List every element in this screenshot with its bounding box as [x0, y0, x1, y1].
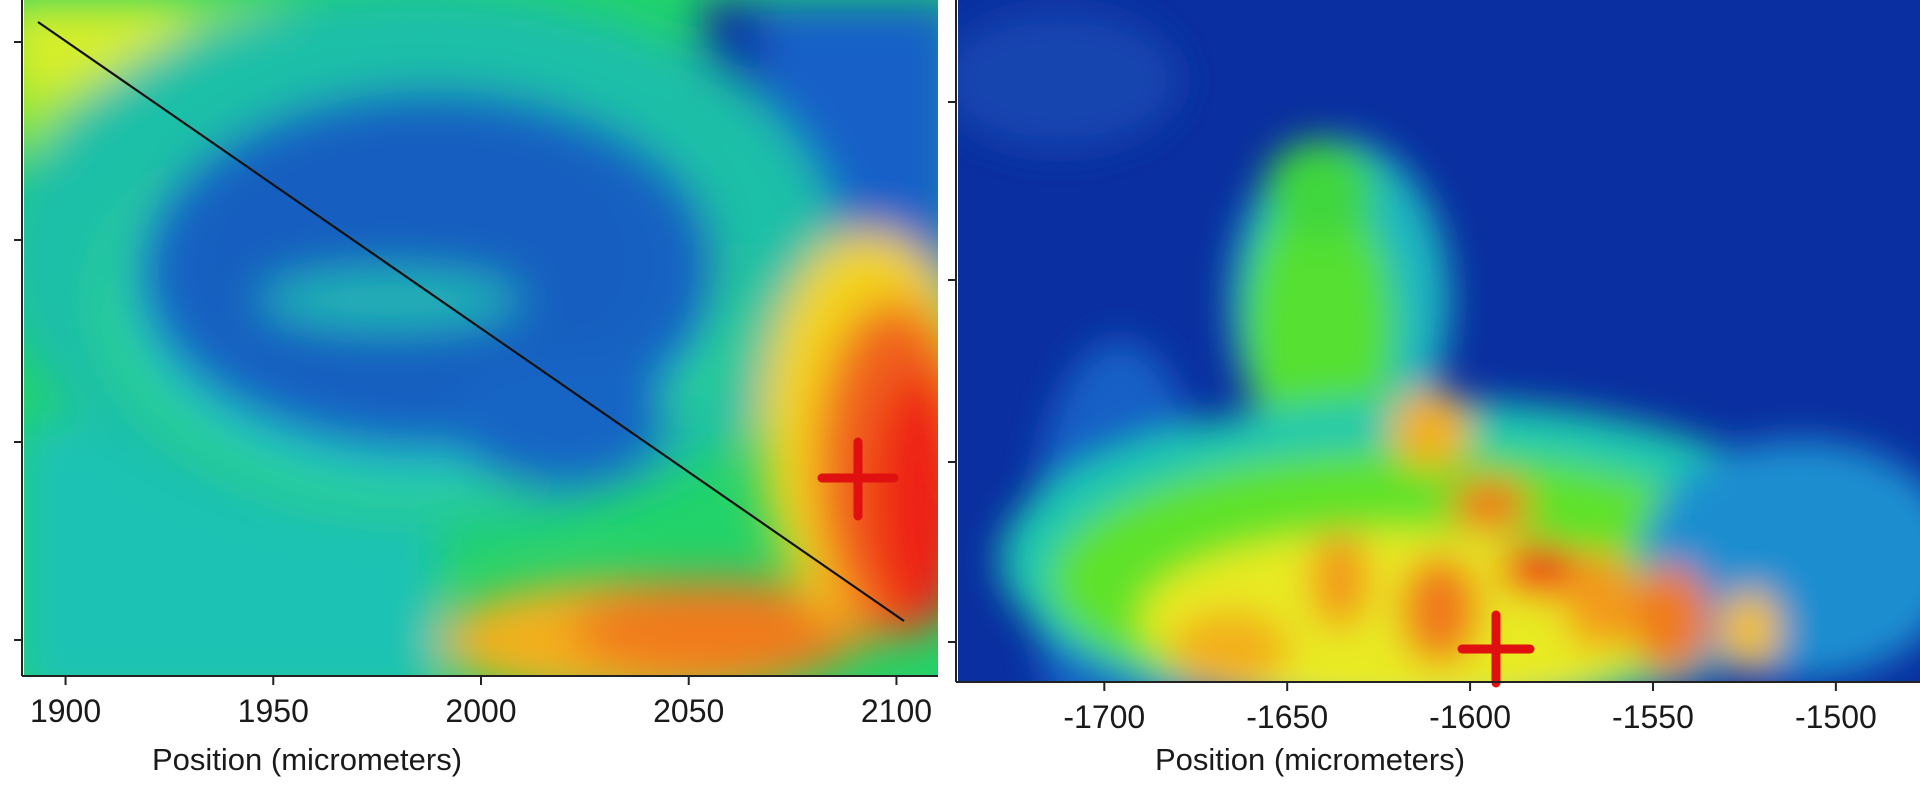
right-x-ticks: -1700 -1650 -1600 -1550 -1500: [1063, 682, 1877, 735]
left-x-tick-label: 1900: [30, 693, 101, 729]
right-x-tick-label: -1500: [1795, 699, 1877, 735]
left-x-tick-label: 2050: [653, 693, 724, 729]
left-x-tick-label: 2100: [861, 693, 932, 729]
right-x-tick-label: -1650: [1246, 699, 1328, 735]
cross-marker-right: [1457, 610, 1535, 688]
right-x-tick-label: -1550: [1612, 699, 1694, 735]
profile-line: [37, 21, 905, 622]
heatmap-left: 1900 1950 2000 2050 2100 Position (micromete…: [14, 0, 938, 777]
right-x-axis-label: Position (micrometers): [1155, 742, 1465, 777]
right-x-tick-label: -1600: [1429, 699, 1511, 735]
right-x-tick-label: -1700: [1063, 699, 1145, 735]
cross-marker-left: [817, 437, 899, 521]
left-x-ticks: 1900 1950 2000 2050 2100: [30, 676, 932, 729]
left-x-tick-label: 2000: [445, 693, 516, 729]
left-x-axis-label: Position (micrometers): [152, 742, 462, 777]
heatmap-right: -1700 -1650 -1600 -1550 -1500 Position (micr…: [948, 0, 1920, 777]
right-axes: [948, 0, 1920, 683]
left-x-tick-label: 1950: [238, 693, 309, 729]
